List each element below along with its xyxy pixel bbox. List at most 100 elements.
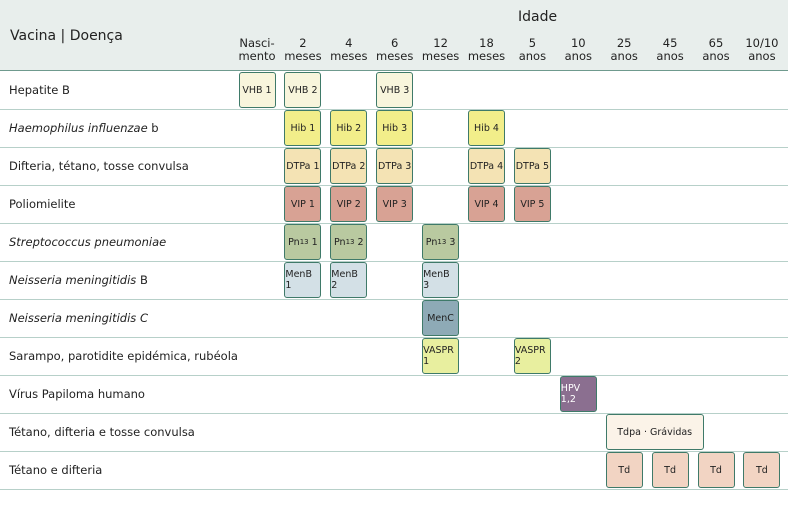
column-header-line: 10/10 bbox=[745, 36, 779, 50]
column-header: 2 meses bbox=[280, 37, 326, 63]
vaccine-cell: VIP 5 bbox=[513, 186, 551, 222]
column-header-line: 2 bbox=[299, 36, 307, 50]
vaccine-cell: Pn 13 2 bbox=[330, 224, 368, 260]
vaccine-cell: MenB 1 bbox=[284, 262, 322, 298]
row-name: Hepatite B bbox=[9, 83, 70, 97]
cell-text: Pn bbox=[334, 236, 346, 248]
column-header-line: 6 bbox=[391, 36, 399, 50]
cell-subscript: 13 bbox=[345, 238, 355, 246]
vaccine-cell: VIP 1 bbox=[284, 186, 322, 222]
vaccine-cell: MenC bbox=[422, 300, 460, 336]
vaccine-cell: Td bbox=[651, 452, 689, 488]
vaccine-cell: DTPa 2 bbox=[330, 148, 368, 184]
column-header-line: 45 bbox=[662, 36, 678, 50]
vaccine-cell: Td bbox=[605, 452, 643, 488]
vaccine-cell: DTPa 3 bbox=[376, 148, 414, 184]
column-header-line: 65 bbox=[708, 36, 724, 50]
column-header: 10/10 anos bbox=[739, 37, 785, 63]
row-separator bbox=[0, 413, 788, 414]
vaccine-cell: MenB 3 bbox=[422, 262, 460, 298]
column-header: 5 anos bbox=[509, 37, 555, 63]
cell-text: 2 bbox=[354, 236, 364, 248]
vaccine-cell: DTPa 1 bbox=[284, 148, 322, 184]
vaccine-cell: Tdpa · Grávidas bbox=[605, 414, 704, 450]
row-separator bbox=[0, 109, 788, 110]
column-header-line: anos bbox=[702, 49, 730, 63]
column-header: 6 meses bbox=[372, 37, 418, 63]
vaccine-cell: Pn 13 1 bbox=[284, 224, 322, 260]
vaccine-cell: VIP 4 bbox=[468, 186, 505, 222]
column-header: 18 meses bbox=[464, 37, 510, 63]
column-header-line: 25 bbox=[616, 36, 632, 50]
column-header-line: meses bbox=[376, 49, 414, 63]
row-name: Sarampo, parotidite epidémica, rubéola bbox=[9, 349, 238, 363]
header-band bbox=[0, 0, 788, 71]
column-header-line: anos bbox=[564, 49, 592, 63]
vaccine-cell: VASPR 1 bbox=[422, 338, 460, 374]
row-name-part: Hepatite B bbox=[9, 83, 70, 97]
row-name: Vírus Papiloma humano bbox=[9, 387, 145, 401]
column-header: 65 anos bbox=[693, 37, 739, 63]
row-separator bbox=[0, 185, 788, 186]
column-header-line: Nasci- bbox=[239, 36, 275, 50]
row-separator bbox=[0, 261, 788, 262]
column-header-line: mento bbox=[238, 49, 276, 63]
row-name-part: b bbox=[147, 121, 159, 135]
vaccine-cell: Hib 4 bbox=[468, 110, 505, 146]
column-header-line: meses bbox=[421, 49, 460, 63]
row-separator bbox=[0, 375, 788, 376]
row-separator bbox=[0, 147, 788, 148]
vaccine-cell: HPV 1,2 bbox=[559, 376, 597, 412]
cell-subscript: 13 bbox=[437, 238, 447, 246]
row-name: Poliomielite bbox=[9, 197, 75, 211]
vaccine-cell: DTPa 5 bbox=[513, 148, 551, 184]
vaccine-cell: Td bbox=[697, 452, 735, 488]
row-separator bbox=[0, 337, 788, 338]
row-name-part: Haemophilus influenzae bbox=[9, 121, 148, 135]
row-name-part: Tétano, difteria e tosse convulsa bbox=[9, 425, 195, 439]
row-name: Neisseria meningitidis C bbox=[9, 311, 148, 325]
vaccine-cell: VIP 3 bbox=[376, 186, 414, 222]
row-name-part: B bbox=[136, 273, 148, 287]
row-name-part: Poliomielite bbox=[9, 197, 76, 211]
column-header: 12 meses bbox=[418, 37, 464, 63]
column-header: 4 meses bbox=[326, 37, 372, 63]
cell-text: 1 bbox=[308, 236, 318, 248]
vaccine-cell: MenB 2 bbox=[330, 262, 368, 298]
column-header-line: 18 bbox=[479, 36, 494, 50]
vaccine-cell: Hib 1 bbox=[284, 110, 322, 146]
column-header-line: meses bbox=[284, 49, 322, 63]
cell-text: Pn bbox=[425, 236, 438, 248]
vaccine-cell: VHB 3 bbox=[376, 72, 414, 108]
row-name: Streptococcus pneumoniae bbox=[9, 235, 166, 249]
age-label: Idade bbox=[518, 9, 558, 25]
row-separator bbox=[0, 299, 788, 300]
column-header-line: anos bbox=[518, 49, 547, 63]
row-name: Tétano, difteria e tosse convulsa bbox=[9, 425, 195, 439]
row-name-part: Difteria, tétano, tosse convulsa bbox=[9, 159, 189, 173]
column-header-line: 10 bbox=[570, 36, 586, 50]
cell-text: Pn bbox=[288, 236, 300, 248]
column-header: 45 anos bbox=[647, 37, 693, 63]
vaccine-cell: VIP 2 bbox=[330, 186, 368, 222]
row-separator bbox=[0, 223, 788, 224]
column-header: 10 anos bbox=[555, 37, 601, 63]
vaccine-cell: Hib 2 bbox=[330, 110, 368, 146]
row-name-part: Sarampo, parotidite epidémica, rubéola bbox=[9, 349, 238, 363]
row-name: Tétano e difteria bbox=[9, 463, 102, 477]
cell-subscript: 13 bbox=[299, 238, 309, 246]
vaccine-cell: Hib 3 bbox=[376, 110, 414, 146]
column-header-line: anos bbox=[610, 49, 638, 63]
column-header-line: anos bbox=[656, 49, 684, 63]
column-header-line: 12 bbox=[433, 36, 448, 50]
row-name-part: Vírus Papiloma humano bbox=[9, 387, 145, 401]
row-name-part: Streptococcus pneumoniae bbox=[9, 235, 167, 249]
column-header-line: anos bbox=[748, 49, 776, 63]
table-title: Vacina | Doença bbox=[10, 28, 123, 44]
vaccine-cell: VHB 2 bbox=[284, 72, 322, 108]
row-name: Haemophilus influenzae b bbox=[9, 121, 159, 135]
column-header: Nasci-mento bbox=[234, 37, 280, 63]
column-header-line: 4 bbox=[345, 36, 353, 50]
row-name: Difteria, tétano, tosse convulsa bbox=[9, 159, 189, 173]
